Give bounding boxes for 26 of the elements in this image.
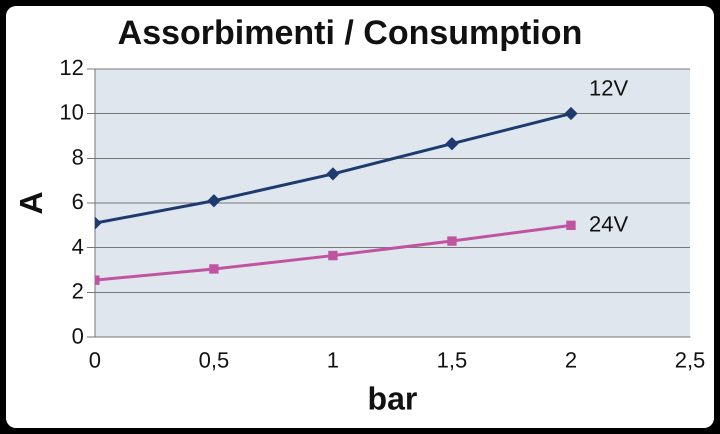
series-label: 24V (588, 211, 628, 236)
point (208, 194, 220, 207)
series-label: 12V (588, 76, 628, 101)
y-tick-label: 8 (72, 144, 84, 170)
x-tick-label: 1,5 (436, 347, 468, 372)
point (446, 138, 458, 150)
point (209, 264, 219, 274)
x-tick-label: 1 (326, 347, 340, 372)
y-axis-title: A (13, 191, 50, 215)
x-tick-label: 0 (88, 347, 101, 372)
y-tick-label: 12 (59, 54, 84, 80)
y-tick-label: 6 (72, 189, 84, 214)
point (566, 220, 576, 230)
point (447, 236, 457, 246)
point (564, 108, 577, 120)
x-tick-label: 2 (564, 347, 578, 372)
y-tick-label: 2 (72, 278, 84, 304)
y-tick-label: 4 (72, 234, 84, 259)
x-tick-label: 0,5 (198, 347, 230, 372)
y-tick-label: 0 (72, 323, 84, 348)
chart-title: Assorbimenti / Consumption (118, 14, 582, 52)
x-axis-title: bar (368, 380, 418, 417)
y-tick-label: 10 (59, 100, 84, 125)
point (328, 250, 338, 260)
x-tick-label: 2,5 (674, 347, 706, 372)
point (326, 168, 339, 180)
